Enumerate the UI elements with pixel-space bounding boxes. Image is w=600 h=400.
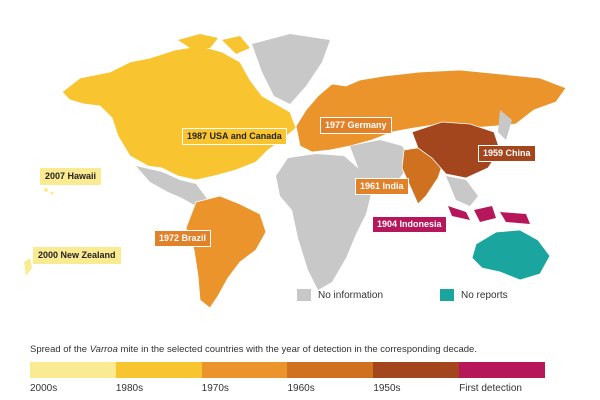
map-label: 1977 Germany xyxy=(320,117,392,134)
central-america xyxy=(136,166,208,206)
greenland xyxy=(252,34,330,104)
north-america xyxy=(61,45,297,181)
legend-swatch xyxy=(297,289,311,301)
indonesia xyxy=(448,206,530,224)
scale-label: First detection xyxy=(459,383,522,394)
caption-italic: Varroa xyxy=(89,344,118,355)
new-zealand xyxy=(24,258,32,276)
scale-label: 2000s xyxy=(30,383,58,394)
australia xyxy=(471,229,551,281)
legend-swatch xyxy=(440,289,454,301)
map-label: 1961 India xyxy=(355,178,409,195)
map-label: 1959 China xyxy=(478,145,536,162)
caption-text: mite in the selected countries with the … xyxy=(117,344,477,355)
scale-segment xyxy=(373,362,460,378)
scale-segment xyxy=(287,362,374,378)
hawaii xyxy=(44,188,48,192)
map-label: 2000 New Zealand xyxy=(33,247,121,264)
scale-segment xyxy=(115,362,202,378)
scale-label: 1980s xyxy=(115,383,144,394)
hawaii-2 xyxy=(50,191,54,195)
color-scale xyxy=(30,362,545,378)
scale-segment xyxy=(201,362,288,378)
map-label: 2007 Hawaii xyxy=(40,168,102,185)
world-map xyxy=(24,34,567,309)
caption-text: Spread of the xyxy=(30,344,90,355)
africa xyxy=(276,154,372,290)
map-label: 1972 Brazil xyxy=(154,230,212,247)
legend-label: No reports xyxy=(461,290,508,301)
color-scale-labels: 2000s 1980s 1970s 1960s 1950s First detection xyxy=(30,383,545,394)
scale-label: 1970s xyxy=(201,383,229,394)
legend-label: No information xyxy=(318,290,384,301)
canada-islands xyxy=(178,34,250,54)
scale-label: 1950s xyxy=(373,383,401,394)
southeast-asia xyxy=(446,110,512,206)
scale-segment xyxy=(459,362,545,378)
map-label: 1904 Indonesia xyxy=(372,216,447,233)
south-america xyxy=(185,195,267,309)
map-label: 1987 USA and Canada xyxy=(182,128,287,145)
caption: Spread of the Varroa mite in the selecte… xyxy=(30,344,477,355)
china xyxy=(411,121,501,179)
scale-label: 1960s xyxy=(287,383,315,394)
scale-segment xyxy=(30,362,116,378)
middle-east xyxy=(350,140,412,190)
